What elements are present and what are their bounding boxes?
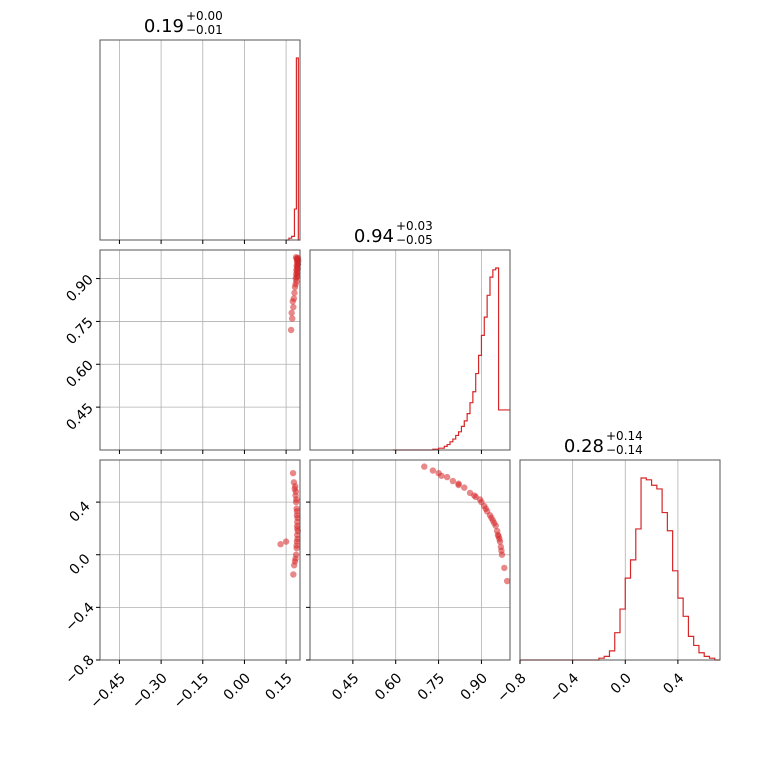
sample-point: [482, 505, 489, 512]
panel-title-minus: −0.05: [396, 233, 433, 247]
sample-point: [289, 298, 296, 305]
sample-point: [290, 303, 297, 311]
x-tick-label: −0.45: [87, 670, 129, 712]
sample-point: [421, 463, 428, 470]
sample-point: [496, 535, 503, 543]
panel-title-plus: +0.14: [606, 429, 643, 443]
sample-point: [288, 309, 295, 317]
panel-frame-1-0: [99, 249, 301, 451]
y-tick-label: −0.4: [62, 600, 97, 635]
sample-point: [289, 469, 297, 477]
sample-point: [498, 551, 506, 558]
sample-point: [282, 538, 290, 545]
x-tick-label: −0.15: [171, 670, 213, 712]
histogram-param-0: [286, 57, 301, 241]
sample-point: [461, 484, 468, 491]
x-tick-label: −0.4: [547, 670, 582, 705]
x-tick-label: 0.4: [660, 670, 687, 697]
x-tick-label: 0.0: [608, 670, 635, 697]
sample-point: [438, 472, 445, 479]
panel-title-plus: +0.03: [396, 219, 433, 233]
x-tick-label: 0.15: [262, 670, 295, 703]
y-tick-label: 0.90: [63, 272, 96, 305]
sample-point: [293, 496, 300, 503]
sample-point: [289, 315, 296, 322]
x-tick-label: 0.60: [372, 670, 405, 703]
x-tick-label: −0.8: [494, 670, 529, 705]
sample-point: [443, 473, 451, 481]
sample-point: [503, 577, 511, 585]
panel-frame-2-0: [99, 459, 301, 661]
panel-title-plus: +0.00: [186, 9, 223, 23]
sample-point: [294, 261, 301, 269]
x-tick-label: 0.90: [458, 670, 491, 703]
panel-frame-1-1: [309, 249, 511, 451]
sample-point: [293, 508, 301, 515]
y-tick-label: 0.4: [67, 498, 94, 525]
x-tick-label: −0.30: [129, 670, 171, 712]
x-tick-label: 0.75: [415, 670, 448, 703]
panel-title-median: 0.28: [564, 436, 604, 457]
panel-title-median: 0.94: [354, 226, 394, 247]
sample-point: [491, 519, 498, 527]
sample-point: [488, 514, 495, 522]
panel-frame-2-2: [519, 459, 721, 661]
x-tick-label: 0.45: [329, 670, 362, 703]
sample-point: [293, 542, 300, 549]
panel-frame-2-1: [309, 459, 511, 661]
sample-point: [277, 541, 284, 548]
x-tick-label: 0.00: [221, 670, 254, 703]
histogram-param-2: [520, 477, 720, 661]
y-tick-label: 0.45: [63, 400, 96, 433]
sample-point: [449, 477, 457, 485]
sample-point: [471, 492, 478, 499]
sample-point: [291, 283, 299, 291]
sample-point: [455, 481, 462, 489]
sample-point: [292, 483, 299, 490]
panel-title-minus: −0.14: [606, 443, 643, 457]
sample-point: [287, 326, 295, 334]
sample-point: [290, 571, 297, 578]
panel-frame-0-0: [99, 39, 301, 241]
sample-point: [294, 522, 301, 529]
panel-title-median: 0.19: [144, 16, 184, 37]
sample-point: [294, 535, 301, 543]
y-tick-label: 0.0: [67, 551, 94, 578]
sample-point: [294, 514, 301, 522]
y-tick-label: 0.60: [63, 358, 96, 391]
sample-point: [476, 496, 484, 503]
sample-point: [429, 467, 437, 474]
sample-point: [292, 488, 300, 495]
sample-point: [294, 527, 301, 535]
sample-point: [290, 562, 298, 569]
y-tick-label: 0.75: [63, 315, 96, 348]
y-tick-label: −0.8: [62, 652, 97, 687]
histogram-param-1: [392, 267, 510, 451]
sample-point: [291, 289, 298, 297]
panel-title-minus: −0.01: [186, 23, 223, 37]
sample-point: [501, 564, 508, 572]
